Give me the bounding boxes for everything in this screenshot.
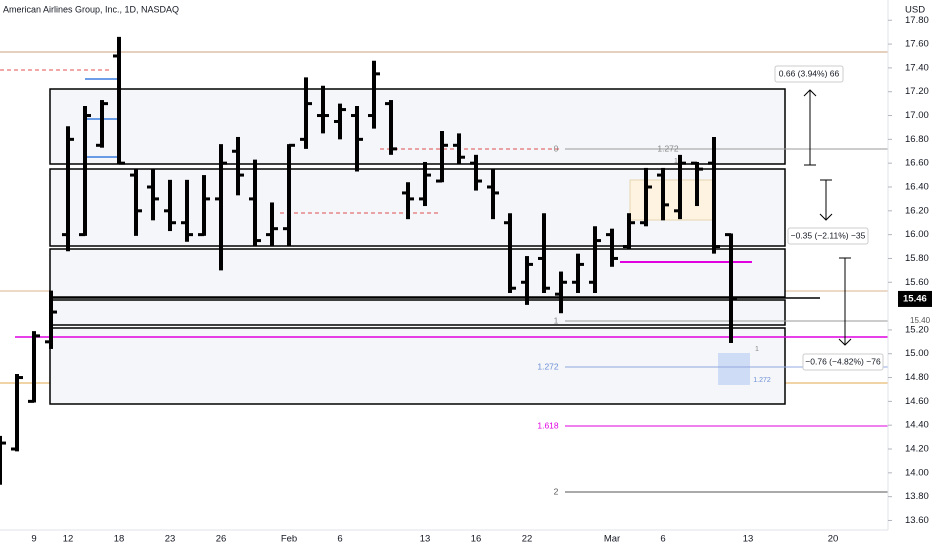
drawings bbox=[0, 51, 888, 493]
price-label: 15.46 bbox=[903, 293, 927, 304]
x-tick-label: Feb bbox=[281, 534, 297, 545]
measure-arrow bbox=[803, 89, 817, 166]
x-tick-label: 20 bbox=[828, 534, 839, 545]
measure-box bbox=[802, 353, 884, 371]
fib-label: 1.272 bbox=[657, 143, 679, 153]
fib-label: 0 bbox=[554, 143, 559, 153]
y-tick-label: 15.00 bbox=[905, 348, 929, 359]
x-tick-label: 12 bbox=[63, 534, 74, 545]
measure-box bbox=[774, 65, 844, 83]
y-tick-label: 17.40 bbox=[905, 62, 929, 73]
price-label-bg bbox=[898, 290, 932, 307]
y-tick-label: 16.00 bbox=[905, 229, 929, 240]
y-tick-label: 16.60 bbox=[905, 158, 929, 169]
measure-label: −0.35 (−2.11%) −35 bbox=[791, 230, 866, 240]
price-note: 15.40 bbox=[910, 316, 931, 325]
y-tick-label: 15.20 bbox=[905, 324, 929, 335]
fib-label: 1 bbox=[755, 346, 759, 353]
y-tick-label: 14.00 bbox=[905, 467, 929, 478]
y-tick-label: 13.80 bbox=[905, 491, 929, 502]
fib-label: 1 bbox=[674, 158, 678, 165]
chart-title: American Airlines Group, Inc., 1D, NASDA… bbox=[3, 4, 179, 14]
y-tick-label: 13.60 bbox=[905, 515, 929, 526]
measure-arrow bbox=[838, 257, 852, 346]
fib-label: 2 bbox=[554, 486, 559, 496]
range-box bbox=[629, 179, 716, 221]
measure-label: −0.76 (−4.82%) −76 bbox=[805, 356, 881, 366]
fib-label: 1.618 bbox=[537, 420, 559, 430]
x-tick-label: 13 bbox=[743, 534, 754, 545]
fib-label: 1 bbox=[554, 315, 559, 325]
y-tick-label: 16.40 bbox=[905, 182, 929, 193]
y-tick-label: 14.60 bbox=[905, 396, 929, 407]
x-tick-label: 26 bbox=[216, 534, 227, 545]
x-tick-label: 6 bbox=[337, 534, 342, 545]
y-tick-label: 14.20 bbox=[905, 444, 929, 455]
x-tick-label: 23 bbox=[165, 534, 176, 545]
y-axis-label: USD bbox=[905, 5, 925, 16]
fib-label: 1.272 bbox=[753, 377, 771, 384]
range-box bbox=[49, 88, 786, 165]
y-tick-label: 14.80 bbox=[905, 372, 929, 383]
y-tick-label: 17.80 bbox=[905, 15, 929, 26]
y-tick-label: 16.80 bbox=[905, 134, 929, 145]
range-box bbox=[718, 353, 750, 385]
x-tick-label: 13 bbox=[420, 534, 431, 545]
measure-label: 0.66 (3.94%) 66 bbox=[779, 68, 840, 78]
measure-arrow bbox=[819, 179, 833, 221]
range-box bbox=[49, 248, 786, 298]
y-tick-label: 17.20 bbox=[905, 86, 929, 97]
x-tick-label: 9 bbox=[31, 534, 36, 545]
y-tick-label: 17.60 bbox=[905, 39, 929, 50]
x-tick-label: 16 bbox=[471, 534, 482, 545]
range-box bbox=[49, 327, 786, 405]
y-tick-label: 17.00 bbox=[905, 110, 929, 121]
x-tick-label: Mar bbox=[604, 534, 620, 545]
measure-box bbox=[787, 227, 869, 245]
y-tick-label: 16.20 bbox=[905, 205, 929, 216]
annotations: 0.66 (3.94%) 66 −0.35 (−2.11%) −35 −0.76… bbox=[537, 68, 930, 496]
y-tick-label: 14.40 bbox=[905, 420, 929, 431]
y-tick-label: 15.80 bbox=[905, 253, 929, 264]
x-tick-label: 22 bbox=[522, 534, 533, 545]
x-tick-label: 6 bbox=[660, 534, 665, 545]
fib-label: 1.272 bbox=[537, 361, 559, 371]
y-tick-label: 15.60 bbox=[905, 277, 929, 288]
x-tick-label: 18 bbox=[114, 534, 125, 545]
